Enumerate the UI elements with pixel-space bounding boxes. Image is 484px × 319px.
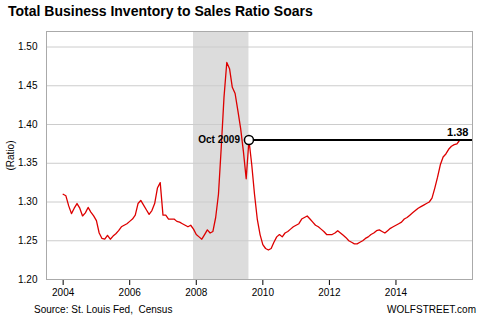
svg-text:1.40: 1.40	[18, 119, 38, 130]
svg-text:1.50: 1.50	[18, 41, 38, 52]
svg-text:1.35: 1.35	[18, 157, 38, 168]
html-text:WOLFSTREET.com: WOLFSTREET.com	[387, 304, 476, 315]
svg-text:2008: 2008	[185, 287, 208, 298]
svg-text:2010: 2010	[252, 287, 275, 298]
svg-text:2004: 2004	[52, 287, 75, 298]
html-text:Source: St. Louis Fed, Census: Source: St. Louis Fed, Census	[34, 304, 173, 315]
svg-text:1.25: 1.25	[18, 235, 38, 246]
svg-text:1.20: 1.20	[18, 274, 38, 285]
svg-text:(Ratio): (Ratio)	[5, 140, 16, 170]
svg-text:2012: 2012	[318, 287, 341, 298]
svg-text:1.38: 1.38	[447, 126, 468, 138]
svg-text:1.30: 1.30	[18, 196, 38, 207]
svg-text:Oct 2009: Oct 2009	[198, 134, 240, 145]
svg-text:2006: 2006	[119, 287, 142, 298]
svg-text:1.45: 1.45	[18, 80, 38, 91]
html-text:Total Business Inventory to Sa: Total Business Inventory to Sales Ratio …	[8, 3, 313, 19]
svg-text:2014: 2014	[385, 287, 408, 298]
